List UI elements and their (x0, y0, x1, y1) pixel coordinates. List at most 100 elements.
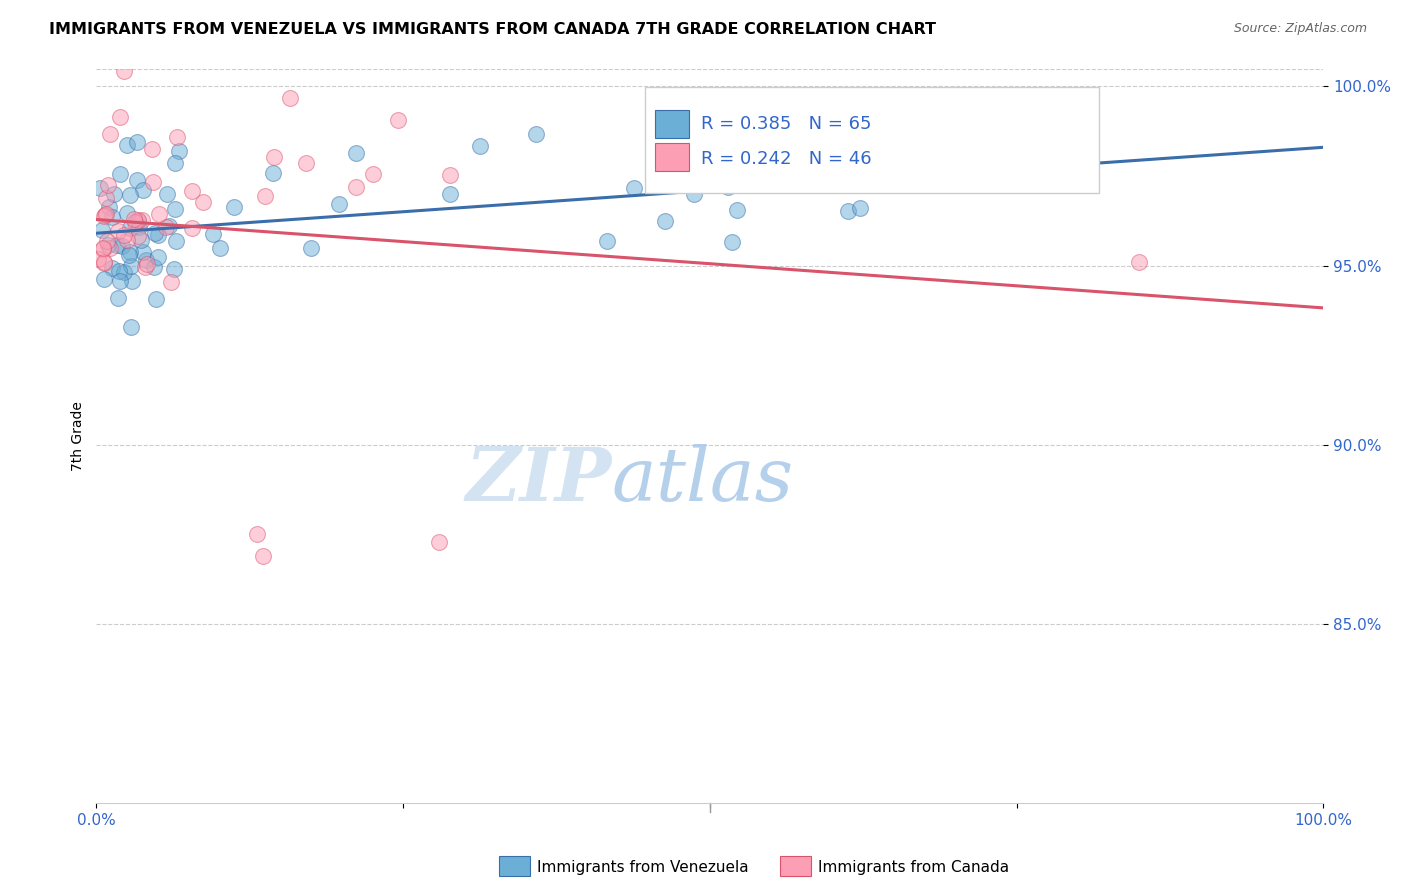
Immigrants from Canada (93, 209, 115, 223)
Immigrants from Canada (107, 224, 129, 238)
Immigrants from Canada (1128, 255, 1150, 269)
Immigrants from Canada (246, 527, 269, 541)
Immigrants from Canada (148, 207, 170, 221)
Immigrants from Venezuela (344, 146, 367, 161)
Immigrants from Canada (136, 257, 159, 271)
Immigrants from Canada (127, 213, 149, 227)
Immigrants from Venezuela (524, 127, 547, 141)
Immigrants from Canada (439, 168, 461, 182)
Immigrants from Canada (253, 189, 276, 203)
Immigrants from Venezuela (159, 219, 181, 234)
Immigrants from Venezuela (127, 214, 149, 228)
Immigrants from Venezuela (222, 200, 245, 214)
Immigrants from Venezuela (208, 241, 231, 255)
Immigrants from Venezuela (120, 260, 142, 274)
Immigrants from Venezuela (721, 235, 744, 249)
Immigrants from Venezuela (166, 234, 188, 248)
Immigrants from Venezuela (97, 238, 120, 252)
Immigrants from Canada (93, 241, 115, 255)
Immigrants from Venezuela (131, 233, 153, 247)
Immigrants from Venezuela (439, 187, 461, 202)
Immigrants from Canada (97, 178, 120, 192)
Immigrants from Venezuela (111, 239, 134, 253)
Immigrants from Venezuela (105, 237, 128, 252)
Immigrants from Venezuela (873, 145, 896, 160)
Immigrants from Canada (127, 229, 149, 244)
Immigrants from Venezuela (112, 265, 135, 279)
Immigrants from Venezuela (596, 234, 619, 248)
Immigrants from Canada (278, 91, 301, 105)
Immigrants from Canada (122, 212, 145, 227)
Immigrants from Venezuela (101, 210, 124, 224)
Text: Immigrants from Canada: Immigrants from Canada (818, 860, 1010, 874)
Immigrants from Canada (427, 534, 450, 549)
Immigrants from Venezuela (125, 135, 148, 149)
Immigrants from Canada (131, 213, 153, 227)
FancyBboxPatch shape (655, 111, 689, 138)
Text: ZIP: ZIP (465, 443, 612, 516)
Immigrants from Venezuela (837, 203, 859, 218)
Immigrants from Venezuela (103, 186, 125, 201)
Immigrants from Venezuela (107, 291, 129, 305)
Text: Immigrants from Venezuela: Immigrants from Venezuela (537, 860, 749, 874)
Immigrants from Canada (142, 175, 165, 189)
Immigrants from Canada (180, 221, 202, 235)
Immigrants from Venezuela (849, 201, 872, 215)
Immigrants from Venezuela (163, 261, 186, 276)
Immigrants from Venezuela (132, 245, 155, 260)
Immigrants from Canada (155, 219, 177, 234)
Immigrants from Venezuela (120, 320, 142, 334)
Immigrants from Venezuela (91, 223, 114, 237)
Immigrants from Canada (252, 549, 274, 563)
Immigrants from Venezuela (145, 293, 167, 307)
Immigrants from Venezuela (132, 184, 155, 198)
Immigrants from Canada (93, 256, 115, 270)
Immigrants from Canada (181, 185, 204, 199)
Immigrants from Canada (100, 241, 122, 255)
Immigrants from Canada (91, 242, 114, 256)
Immigrants from Venezuela (120, 221, 142, 235)
Immigrants from Venezuela (146, 250, 169, 264)
Immigrants from Venezuela (128, 219, 150, 234)
Immigrants from Venezuela (299, 241, 322, 255)
Immigrants from Canada (134, 260, 156, 274)
FancyBboxPatch shape (645, 87, 1098, 194)
Immigrants from Venezuela (201, 227, 224, 242)
Immigrants from Venezuela (167, 145, 190, 159)
Immigrants from Venezuela (143, 260, 166, 274)
Immigrants from Venezuela (120, 187, 142, 202)
Immigrants from Canada (86, 252, 108, 266)
Immigrants from Venezuela (165, 156, 187, 170)
Immigrants from Venezuela (262, 166, 284, 180)
Immigrants from Canada (96, 191, 118, 205)
Immigrants from Venezuela (146, 228, 169, 243)
Immigrants from Venezuela (134, 252, 156, 267)
Immigrants from Venezuela (666, 138, 689, 153)
Immigrants from Venezuela (143, 226, 166, 240)
Immigrants from Venezuela (717, 180, 740, 194)
Immigrants from Canada (110, 110, 132, 124)
Immigrants from Venezuela (683, 187, 706, 202)
Immigrants from Canada (124, 215, 146, 229)
Immigrants from Venezuela (117, 206, 139, 220)
Immigrants from Canada (98, 127, 121, 141)
Immigrants from Venezuela (93, 272, 115, 286)
Immigrants from Canada (361, 167, 384, 181)
Text: R = 0.385   N = 65: R = 0.385 N = 65 (702, 115, 872, 134)
Immigrants from Venezuela (115, 137, 138, 152)
Immigrants from Canada (295, 156, 318, 170)
Immigrants from Venezuela (89, 181, 111, 195)
Immigrants from Venezuela (108, 263, 131, 277)
Immigrants from Canada (112, 64, 135, 78)
Immigrants from Canada (141, 142, 163, 156)
Immigrants from Venezuela (468, 139, 491, 153)
Immigrants from Canada (94, 208, 117, 222)
Immigrants from Canada (387, 112, 409, 127)
Y-axis label: 7th Grade: 7th Grade (72, 401, 86, 471)
Immigrants from Venezuela (120, 244, 142, 259)
Text: Source: ZipAtlas.com: Source: ZipAtlas.com (1233, 22, 1367, 36)
Text: R = 0.242   N = 46: R = 0.242 N = 46 (702, 150, 872, 168)
Immigrants from Venezuela (121, 274, 143, 288)
Immigrants from Canada (93, 254, 115, 268)
Immigrants from Venezuela (118, 248, 141, 262)
